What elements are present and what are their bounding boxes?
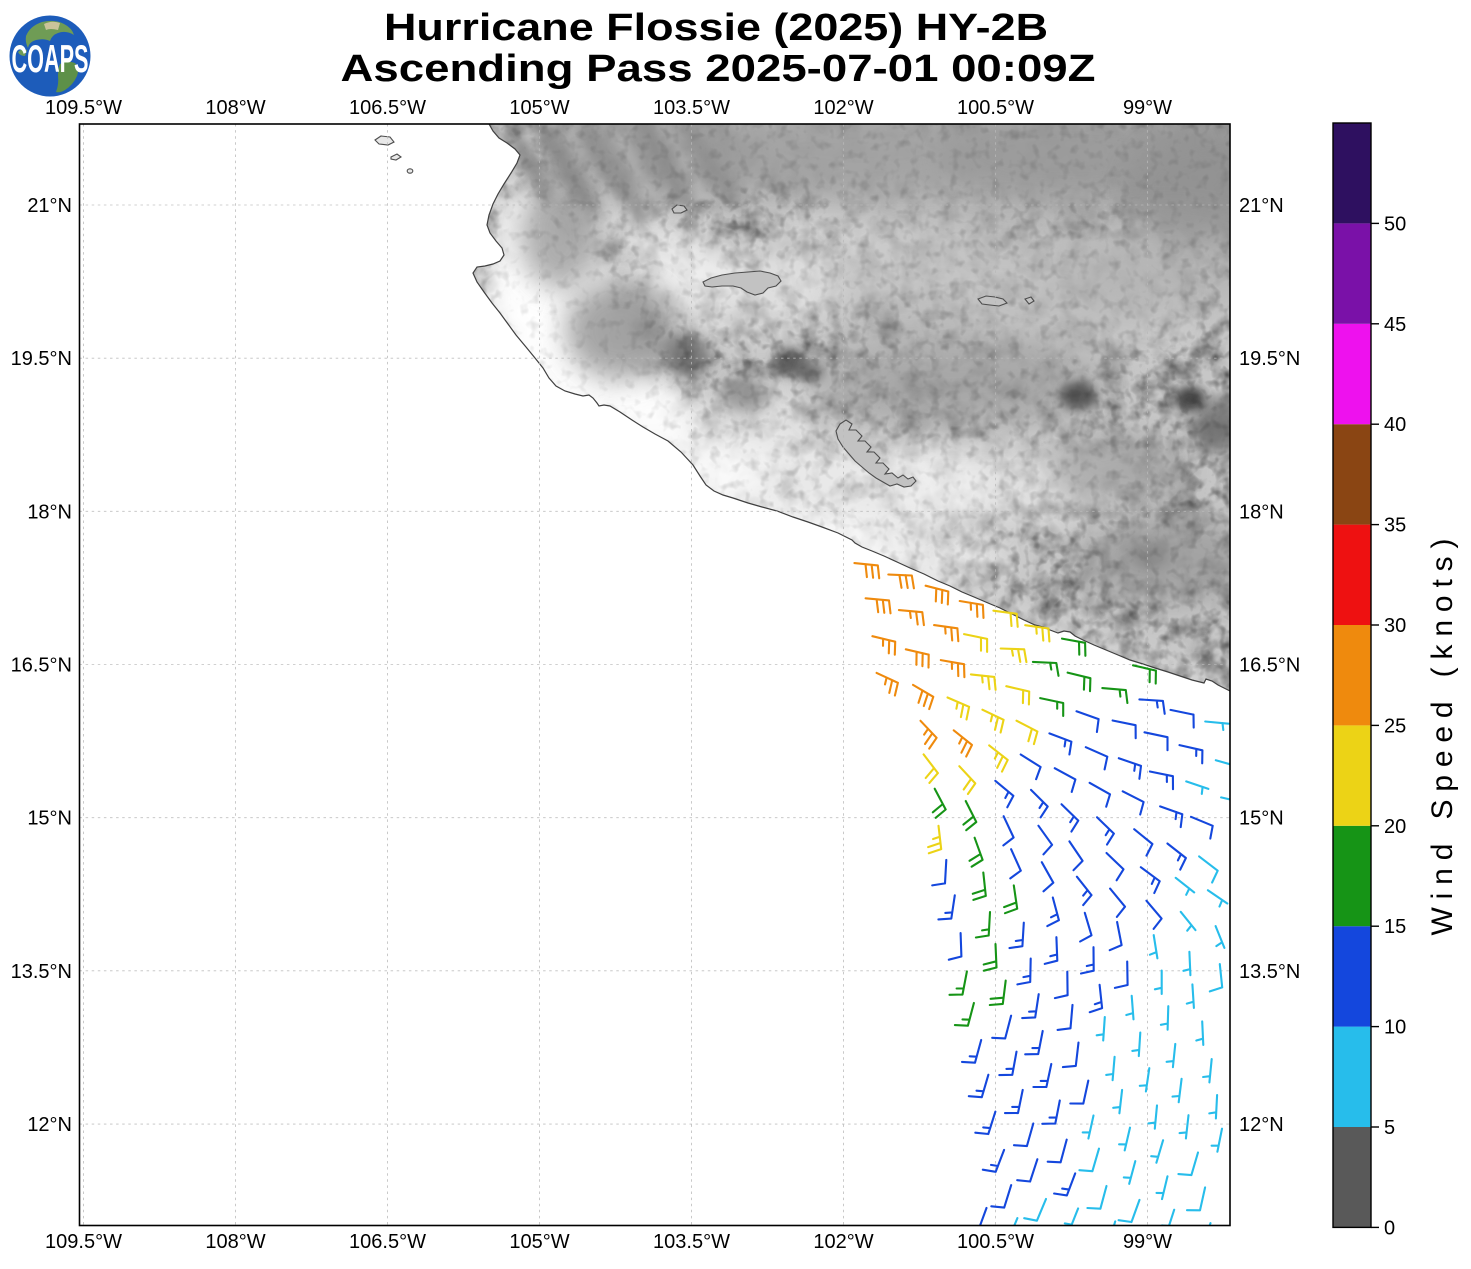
svg-text:15°N: 15°N [27, 808, 72, 830]
svg-text:45: 45 [1384, 314, 1406, 336]
svg-text:21°N: 21°N [1239, 195, 1284, 217]
svg-text:16.5°N: 16.5°N [11, 655, 72, 677]
svg-text:15: 15 [1384, 916, 1406, 938]
svg-text:100.5°W: 100.5°W [957, 1231, 1034, 1253]
svg-text:105°W: 105°W [509, 1231, 569, 1253]
svg-text:18°N: 18°N [27, 501, 72, 523]
svg-text:109.5°W: 109.5°W [45, 97, 122, 119]
svg-text:12°N: 12°N [1239, 1114, 1284, 1136]
svg-text:20: 20 [1384, 816, 1406, 838]
svg-text:108°W: 108°W [205, 97, 265, 119]
svg-text:Ascending Pass 2025-07-01 00:0: Ascending Pass 2025-07-01 00:09Z [341, 48, 1096, 90]
svg-text:19.5°N: 19.5°N [11, 348, 72, 370]
svg-text:0: 0 [1384, 1217, 1395, 1239]
svg-text:102°W: 102°W [813, 1231, 873, 1253]
svg-text:13.5°N: 13.5°N [11, 961, 72, 983]
svg-text:106.5°W: 106.5°W [349, 1231, 426, 1253]
svg-text:102°W: 102°W [813, 97, 873, 119]
svg-text:19.5°N: 19.5°N [1239, 348, 1300, 370]
svg-text:109.5°W: 109.5°W [45, 1231, 122, 1253]
svg-text:108°W: 108°W [205, 1231, 265, 1253]
svg-text:40: 40 [1384, 414, 1406, 436]
svg-text:30: 30 [1384, 615, 1406, 637]
svg-text:106.5°W: 106.5°W [349, 97, 426, 119]
svg-text:18°N: 18°N [1239, 501, 1284, 523]
svg-text:103.5°W: 103.5°W [653, 1231, 730, 1253]
svg-text:99°W: 99°W [1123, 1231, 1172, 1253]
svg-text:5: 5 [1384, 1117, 1395, 1139]
svg-text:12°N: 12°N [27, 1114, 72, 1136]
svg-text:103.5°W: 103.5°W [653, 97, 730, 119]
svg-text:Wind Speed (knots): Wind Speed (knots) [1426, 539, 1459, 936]
svg-text:99°W: 99°W [1123, 97, 1172, 119]
svg-text:15°N: 15°N [1239, 808, 1284, 830]
svg-text:COAPS: COAPS [12, 38, 89, 81]
svg-text:50: 50 [1384, 213, 1406, 235]
svg-text:105°W: 105°W [509, 97, 569, 119]
svg-text:100.5°W: 100.5°W [957, 97, 1034, 119]
svg-text:13.5°N: 13.5°N [1239, 961, 1300, 983]
svg-text:Hurricane Flossie (2025) HY-2B: Hurricane Flossie (2025) HY-2B [384, 7, 1048, 49]
svg-text:10: 10 [1384, 1017, 1406, 1039]
svg-text:25: 25 [1384, 715, 1406, 737]
svg-text:16.5°N: 16.5°N [1239, 655, 1300, 677]
svg-text:21°N: 21°N [27, 195, 72, 217]
svg-text:35: 35 [1384, 515, 1406, 537]
